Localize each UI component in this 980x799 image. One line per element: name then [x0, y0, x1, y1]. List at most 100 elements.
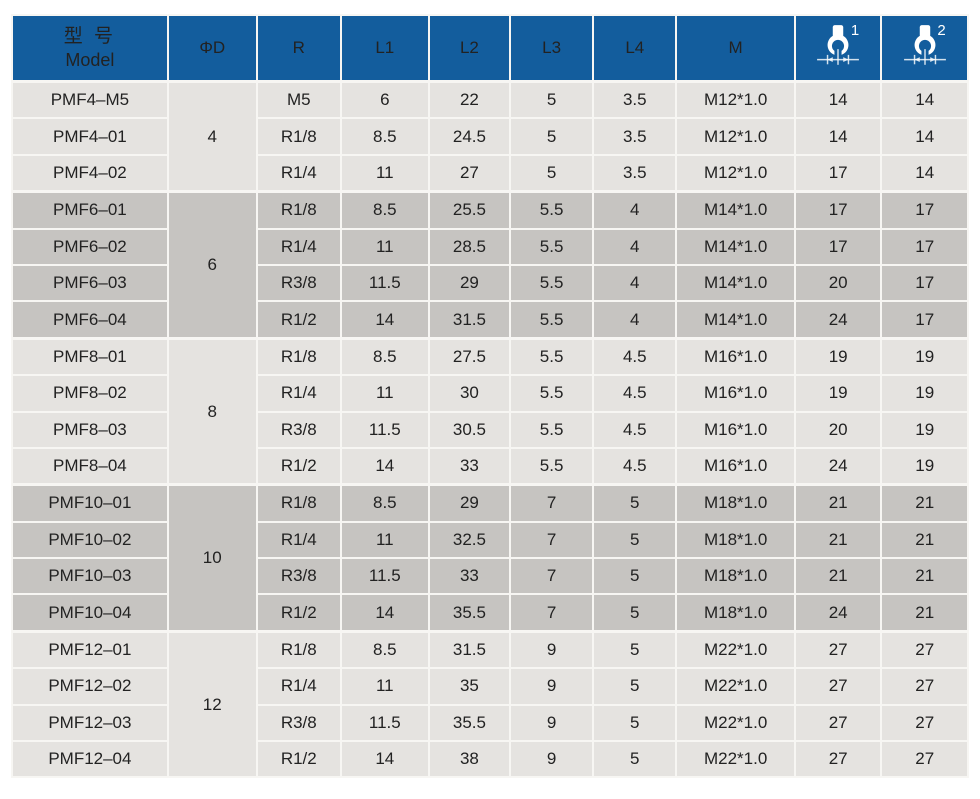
- cell-r: R1/4: [255, 227, 342, 266]
- cell-w2: 19: [880, 410, 969, 449]
- cell-w1: 21: [793, 520, 883, 560]
- cell-m: M12*1.0: [675, 153, 796, 193]
- table-row: PMF10–01 10 R1/8 8.5 29 7 5 M18*1.0 21 21: [11, 483, 969, 633]
- cell-w2: 14: [880, 117, 969, 156]
- table-row: PMF8–04 R1/2 14 33 5.5 4.5 M16*1.0 24 19: [11, 446, 969, 486]
- table-row: PMF8–02 R1/4 11 30 5.5 4.5 M16*1.0 19 19: [11, 374, 969, 413]
- cell-model: PMF6–02: [11, 227, 169, 266]
- cell-r: R1/4: [255, 520, 342, 560]
- cell-model: PMF12–02: [11, 667, 169, 706]
- col-header-l1: L1: [339, 14, 430, 83]
- cell-w2: 14: [880, 80, 969, 120]
- cell-l1: 11.5: [339, 557, 430, 596]
- cell-model: PMF12–03: [11, 703, 169, 743]
- table-row: PMF6–02 R1/4 11 28.5 5.5 4 M14*1.0 17 17: [11, 227, 969, 266]
- cell-l3: 7: [509, 520, 595, 560]
- cell-r: R1/4: [255, 374, 342, 413]
- cell-r: M5: [255, 80, 342, 120]
- cell-model: PMF10–01: [11, 483, 169, 523]
- cell-l4: 3.5: [592, 80, 678, 120]
- cell-l3: 7: [509, 557, 595, 596]
- cell-w1: 17: [793, 227, 883, 266]
- cell-w2: 14: [880, 153, 969, 193]
- table-row: PMF8–03 R3/8 11.5 30.5 5.5 4.5 M16*1.0 20 19: [11, 410, 969, 449]
- cell-l4: 4: [592, 263, 678, 303]
- cell-l4: 4.5: [592, 410, 678, 449]
- cell-model: PMF4–M5: [11, 80, 169, 120]
- cell-w2: 27: [880, 703, 969, 743]
- cell-l3: 5.5: [509, 190, 595, 230]
- table-row: PMF8–01 8 R1/8 8.5 27.5 5.5 4.5 M16*1.0 19 19: [11, 336, 969, 486]
- cell-l4: 3.5: [592, 117, 678, 156]
- cell-model: PMF10–02: [11, 520, 169, 560]
- cell-w2: 21: [880, 557, 969, 596]
- table-row: PMF6–03 R3/8 11.5 29 5.5 4 M14*1.0 20 17: [11, 263, 969, 303]
- cell-l4: 5: [592, 593, 678, 633]
- table-row: PMF10–02 R1/4 11 32.5 7 5 M18*1.0 21 21: [11, 520, 969, 560]
- wrench-width-icon: 2: [902, 23, 948, 68]
- cell-w2: 17: [880, 263, 969, 303]
- cell-m: M16*1.0: [675, 446, 796, 486]
- cell-model: PMF4–01: [11, 117, 169, 156]
- cell-m: M22*1.0: [675, 667, 796, 706]
- cell-w1: 17: [793, 153, 883, 193]
- cell-l3: 7: [509, 593, 595, 633]
- cell-l3: 9: [509, 667, 595, 706]
- cell-l1: 8.5: [339, 190, 430, 230]
- cell-w1: 19: [793, 336, 883, 377]
- cell-l1: 14: [339, 593, 430, 633]
- cell-model: PMF12–01: [11, 629, 169, 670]
- cell-l4: 5: [592, 703, 678, 743]
- cell-l2: 33: [427, 446, 512, 486]
- cell-l4: 4: [592, 300, 678, 340]
- cell-l1: 14: [339, 740, 430, 779]
- cell-l2: 31.5: [427, 300, 512, 340]
- cell-m: M18*1.0: [675, 593, 796, 633]
- cell-l2: 22: [427, 80, 512, 120]
- cell-l2: 29: [427, 263, 512, 303]
- cell-m: M22*1.0: [675, 740, 796, 779]
- cell-l2: 27: [427, 153, 512, 193]
- cell-m: M18*1.0: [675, 483, 796, 523]
- col-header-l3: L3: [509, 14, 595, 83]
- table-row: PMF6–04 R1/2 14 31.5 5.5 4 M14*1.0 24 17: [11, 300, 969, 340]
- cell-l2: 29: [427, 483, 512, 523]
- cell-m: M16*1.0: [675, 410, 796, 449]
- cell-model: PMF12–04: [11, 740, 169, 779]
- cell-r: R1/4: [255, 153, 342, 193]
- cell-m: M12*1.0: [675, 80, 796, 120]
- cell-model: PMF10–04: [11, 593, 169, 633]
- cell-w1: 14: [793, 80, 883, 120]
- table-row: PMF10–03 R3/8 11.5 33 7 5 M18*1.0 21 21: [11, 557, 969, 596]
- wrench-width-icon: 1: [815, 23, 861, 68]
- cell-r: R3/8: [255, 703, 342, 743]
- cell-w2: 17: [880, 190, 969, 230]
- col-header-l2: L2: [427, 14, 512, 83]
- table-row: PMF6–01 6 R1/8 8.5 25.5 5.5 4 M14*1.0 17 17: [11, 190, 969, 340]
- cell-l2: 35: [427, 667, 512, 706]
- cell-m: M12*1.0: [675, 117, 796, 156]
- table-row: PMF12–02 R1/4 11 35 9 5 M22*1.0 27 27: [11, 667, 969, 706]
- cell-l1: 14: [339, 300, 430, 340]
- cell-l4: 4.5: [592, 446, 678, 486]
- cell-l1: 11: [339, 227, 430, 266]
- col-header-model: 型 号 Model: [11, 14, 169, 83]
- cell-l1: 11: [339, 153, 430, 193]
- cell-l1: 11: [339, 667, 430, 706]
- cell-r: R1/8: [255, 336, 342, 377]
- cell-m: M14*1.0: [675, 227, 796, 266]
- cell-l2: 31.5: [427, 629, 512, 670]
- cell-l3: 5.5: [509, 263, 595, 303]
- cell-r: R3/8: [255, 263, 342, 303]
- col-header-r: R: [255, 14, 342, 83]
- cell-m: M18*1.0: [675, 557, 796, 596]
- cell-r: R3/8: [255, 557, 342, 596]
- cell-r: R1/2: [255, 740, 342, 779]
- cell-m: M14*1.0: [675, 190, 796, 230]
- cell-m: M16*1.0: [675, 374, 796, 413]
- cell-l2: 24.5: [427, 117, 512, 156]
- cell-l2: 30.5: [427, 410, 512, 449]
- cell-l2: 27.5: [427, 336, 512, 377]
- cell-l2: 35.5: [427, 703, 512, 743]
- cell-l2: 35.5: [427, 593, 512, 633]
